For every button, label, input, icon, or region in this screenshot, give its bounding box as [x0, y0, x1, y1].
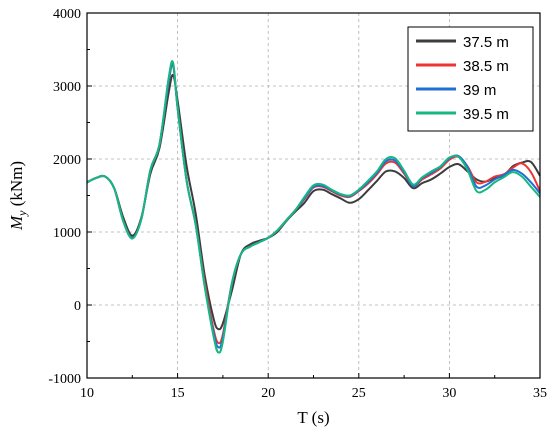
series-line-1 — [86, 73, 541, 331]
y-axis-symbol: M — [7, 215, 26, 231]
axis-ticks — [86, 12, 541, 379]
x-tick-label: 10 — [80, 386, 94, 401]
x-tick-labels: 10 15 20 25 30 35 — [80, 386, 547, 401]
legend-label: 39 m — [463, 82, 496, 99]
y-tick-label: 4000 — [53, 7, 81, 22]
y-axis-unit: (kNm) — [7, 161, 26, 211]
x-tick-label: 30 — [442, 386, 456, 401]
y-tick-label: 0 — [74, 299, 81, 314]
y-tick-label: 1000 — [53, 226, 81, 241]
x-tick-label: 15 — [171, 386, 185, 401]
y-axis-subscript: y — [15, 210, 29, 217]
y-tick-label: 2000 — [53, 153, 81, 168]
series-line-4 — [86, 60, 541, 354]
legend-label: 37.5 m — [463, 34, 509, 51]
y-tick-labels: -1000 0 1000 2000 3000 4000 — [48, 7, 81, 387]
legend-label: 39.5 m — [463, 106, 509, 123]
y-tick-label: 3000 — [53, 80, 81, 95]
legend: 37.5 m 38.5 m 39 m 39.5 m — [407, 26, 534, 132]
x-tick-label: 35 — [533, 386, 547, 401]
y-axis-label: My (kNm) — [7, 161, 29, 231]
x-axis-label: T (s) — [297, 408, 329, 427]
y-tick-label: -1000 — [48, 372, 81, 387]
x-tick-label: 20 — [261, 386, 275, 401]
x-tick-label: 25 — [352, 386, 366, 401]
series-lines — [86, 60, 541, 354]
legend-label: 38.5 m — [463, 58, 509, 75]
